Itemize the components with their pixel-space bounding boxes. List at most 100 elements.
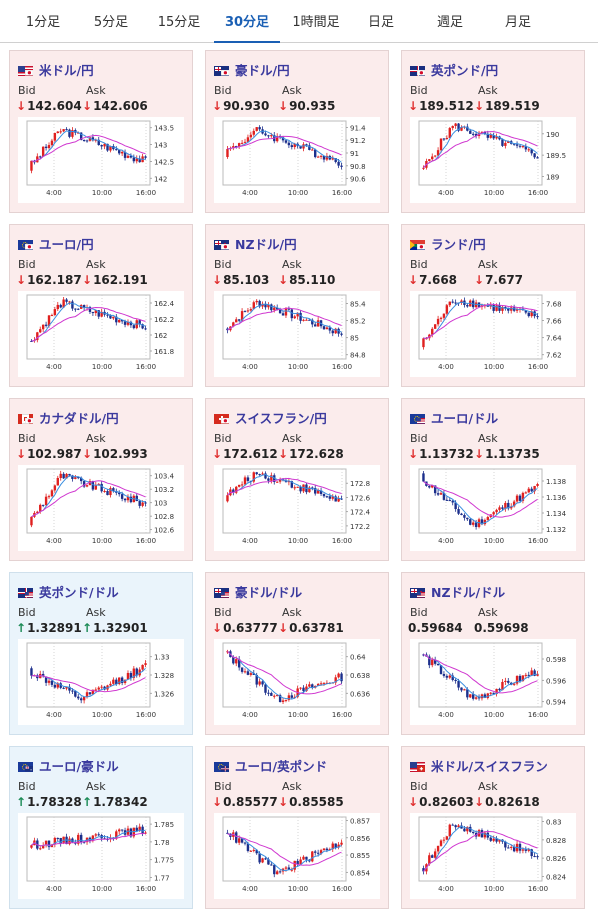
arrow-up-icon: ↑ — [16, 795, 27, 809]
tab-5min[interactable]: 5分足 — [93, 15, 129, 30]
candle-body — [474, 133, 478, 136]
currency-pair-link[interactable]: 豪ドル/ドル — [214, 582, 302, 600]
candle-body — [132, 325, 136, 329]
mini-chart[interactable]: 1.138 1.136 1.134 1.132 4:00 10:00 16:00 — [410, 465, 576, 551]
tab-30min[interactable]: 30分足 — [214, 0, 280, 43]
currency-pair-link[interactable]: カナダドル/円 — [18, 408, 119, 426]
ask-price: ↓85.110 — [278, 273, 335, 287]
y-tick-label: 189 — [546, 173, 559, 181]
ask-price-text: 172.628 — [289, 447, 344, 461]
rate-card[interactable]: ランド/円 Bid Ask ↓7.668 ↓7.677 7.68 7.66 7.64 7.62 4… — [401, 224, 585, 387]
tab-1min[interactable]: 1分足 — [25, 15, 61, 30]
currency-pair-link[interactable]: ユーロ/豪ドル — [18, 756, 119, 774]
mini-chart[interactable]: 0.598 0.596 0.594 4:00 10:00 16:00 — [410, 639, 576, 725]
rate-card[interactable]: カナダドル/円 Bid Ask ↓102.987 ↓102.993 103.4 103.2 1… — [9, 398, 193, 561]
candle-body — [79, 477, 83, 482]
currency-pair-link[interactable]: NZドル/ドル — [410, 582, 505, 600]
candle-body — [261, 858, 264, 863]
short-moving-average-line — [31, 130, 146, 163]
currency-pair-link[interactable]: スイスフラン/円 — [214, 408, 327, 426]
currency-pair-link[interactable]: 米ドル/スイスフラン — [410, 756, 548, 774]
candle-body — [273, 307, 276, 311]
candle-body — [62, 687, 65, 689]
tab-monthly[interactable]: 月足 — [504, 15, 531, 30]
mini-chart[interactable]: 162.4 162.2 162 161.8 4:00 10:00 16:00 — [18, 291, 184, 377]
rate-card[interactable]: ユーロ/円 Bid Ask ↓162.187 ↓162.191 162.4 162.2 162… — [9, 224, 193, 387]
candle-body — [129, 672, 133, 678]
bid-price: ↓172.612 — [212, 447, 278, 461]
rate-card[interactable]: 英ポンド/ドル Bid Ask ↑1.32891 ↑1.32901 1.33 1.328 1.… — [9, 572, 193, 735]
rate-card[interactable]: NZドル/ドル Bid Ask 0.59684 0.59698 0.598 0.596 0.5… — [401, 572, 585, 735]
candle-body — [319, 850, 323, 854]
rate-card[interactable]: 豪ドル/円 Bid Ask ↓90.930 ↓90.935 91.4 91.2 91 90.8 9… — [205, 50, 389, 213]
rate-card[interactable]: スイスフラン/円 Bid Ask ↓172.612 ↓172.628 172.8 172.6… — [205, 398, 389, 561]
mini-chart[interactable]: 91.4 91.2 91 90.8 90.6 4:00 10:00 16:00 — [214, 117, 380, 203]
mini-chart[interactable]: 1.33 1.328 1.326 4:00 10:00 16:00 — [18, 639, 184, 725]
japan-flag-icon — [221, 70, 229, 76]
short-moving-average-line — [31, 302, 146, 342]
time-tick-label: 16:00 — [136, 711, 156, 719]
time-tick-label: 16:00 — [528, 885, 548, 893]
rate-card[interactable]: ユーロ/豪ドル Bid Ask ↑1.78328 ↑1.78342 1.785 1.78 1.… — [9, 746, 193, 909]
ask-price-text: 142.606 — [93, 99, 148, 113]
candle-body — [258, 853, 261, 863]
currency-pair-name: 豪ドル/円 — [235, 63, 290, 78]
tab-15min[interactable]: 15分足 — [157, 15, 201, 30]
currency-pair-link[interactable]: ユーロ/円 — [18, 234, 94, 252]
mini-chart[interactable]: 0.64 0.638 0.636 4:00 10:00 16:00 — [214, 639, 380, 725]
currency-pair-link[interactable]: 米ドル/円 — [18, 60, 94, 78]
mini-chart[interactable]: 190 189.5 189 4:00 10:00 16:00 — [410, 117, 576, 203]
candle-body — [71, 130, 74, 137]
time-tick-label: 4:00 — [46, 363, 62, 371]
arrow-down-icon: ↓ — [474, 99, 485, 113]
candle-body — [47, 145, 51, 149]
short-moving-average-line — [423, 301, 538, 339]
bid-price: ↓0.82603 — [408, 795, 474, 809]
ask-label: Ask — [478, 780, 498, 793]
mini-chart[interactable]: 143.5 143 142.5 142 4:00 10:00 16:00 — [18, 117, 184, 203]
time-tick-label: 4:00 — [46, 537, 62, 545]
mini-chart[interactable]: 103.4 103.2 103 102.8 102.6 4:00 10:00 16:00 — [18, 465, 184, 551]
candle-body — [41, 324, 45, 330]
currency-pair-link[interactable]: ランド/円 — [410, 234, 486, 252]
tab-daily[interactable]: 日足 — [367, 15, 394, 30]
candle-body — [477, 697, 481, 699]
rate-card[interactable]: 豪ドル/ドル Bid Ask ↓0.63777 ↓0.63781 0.64 0.638 0.6… — [205, 572, 389, 735]
mini-chart[interactable]: 85.4 85.2 85 84.8 4:00 10:00 16:00 — [214, 291, 380, 377]
candle-body — [71, 475, 74, 479]
bid-price: ↓162.187 — [16, 273, 82, 287]
currency-pair-link[interactable]: 英ポンド/円 — [410, 60, 498, 78]
currency-pair-link[interactable]: ユーロ/ドル — [410, 408, 498, 426]
mini-chart[interactable]: 172.8 172.6 172.4 172.2 4:00 10:00 16:00 — [214, 465, 380, 551]
rate-card[interactable]: 米ドル/スイスフラン Bid Ask ↓0.82603 ↓0.82618 0.83 0.82… — [401, 746, 585, 909]
mini-chart[interactable]: 7.68 7.66 7.64 7.62 4:00 10:00 16:00 — [410, 291, 576, 377]
currency-pair-link[interactable]: NZドル/円 — [214, 234, 297, 252]
candle-body — [135, 495, 138, 502]
candle-body — [103, 143, 106, 147]
currency-pair-link[interactable]: ユーロ/英ポンド — [214, 756, 327, 774]
currency-pair-link[interactable]: 英ポンド/ドル — [18, 582, 119, 600]
rate-card[interactable]: 米ドル/円 Bid Ask ↓142.604 ↓142.606 143.5 143 142.5… — [9, 50, 193, 213]
mini-chart[interactable]: 0.83 0.828 0.826 0.824 4:00 10:00 16:00 — [410, 813, 576, 899]
candle-body — [454, 302, 457, 304]
rate-card[interactable]: ユーロ/ドル Bid Ask ↓1.13732 ↓1.13735 1.138 1.136 1.… — [401, 398, 585, 561]
rate-card[interactable]: 英ポンド/円 Bid Ask ↓189.512 ↓189.519 190 189.5 189 4… — [401, 50, 585, 213]
candle-body — [243, 842, 247, 844]
candle-body — [311, 851, 314, 862]
rate-card[interactable]: ユーロ/英ポンド Bid Ask ↓0.85577 ↓0.85585 0.857 0.856… — [205, 746, 389, 909]
candle-body — [486, 305, 490, 307]
bid-label: Bid — [214, 258, 232, 271]
candle-body — [53, 132, 57, 141]
mini-chart[interactable]: 0.857 0.856 0.855 0.854 4:00 10:00 16:00 — [214, 813, 380, 899]
long-moving-average-line — [423, 481, 538, 518]
rate-card[interactable]: NZドル/円 Bid Ask ↓85.103 ↓85.110 85.4 85.2 85 84.8… — [205, 224, 389, 387]
mini-chart[interactable]: 1.785 1.78 1.775 1.77 4:00 10:00 16:00 — [18, 813, 184, 899]
candle-body — [316, 320, 320, 327]
tab-1hour[interactable]: 1時間足 — [292, 15, 340, 30]
candle-body — [59, 131, 62, 133]
y-tick-label: 0.596 — [546, 677, 567, 685]
currency-pair-link[interactable]: 豪ドル/円 — [214, 60, 290, 78]
tab-weekly[interactable]: 週足 — [436, 15, 463, 30]
candle-body — [237, 319, 241, 321]
candle-body — [56, 683, 59, 688]
